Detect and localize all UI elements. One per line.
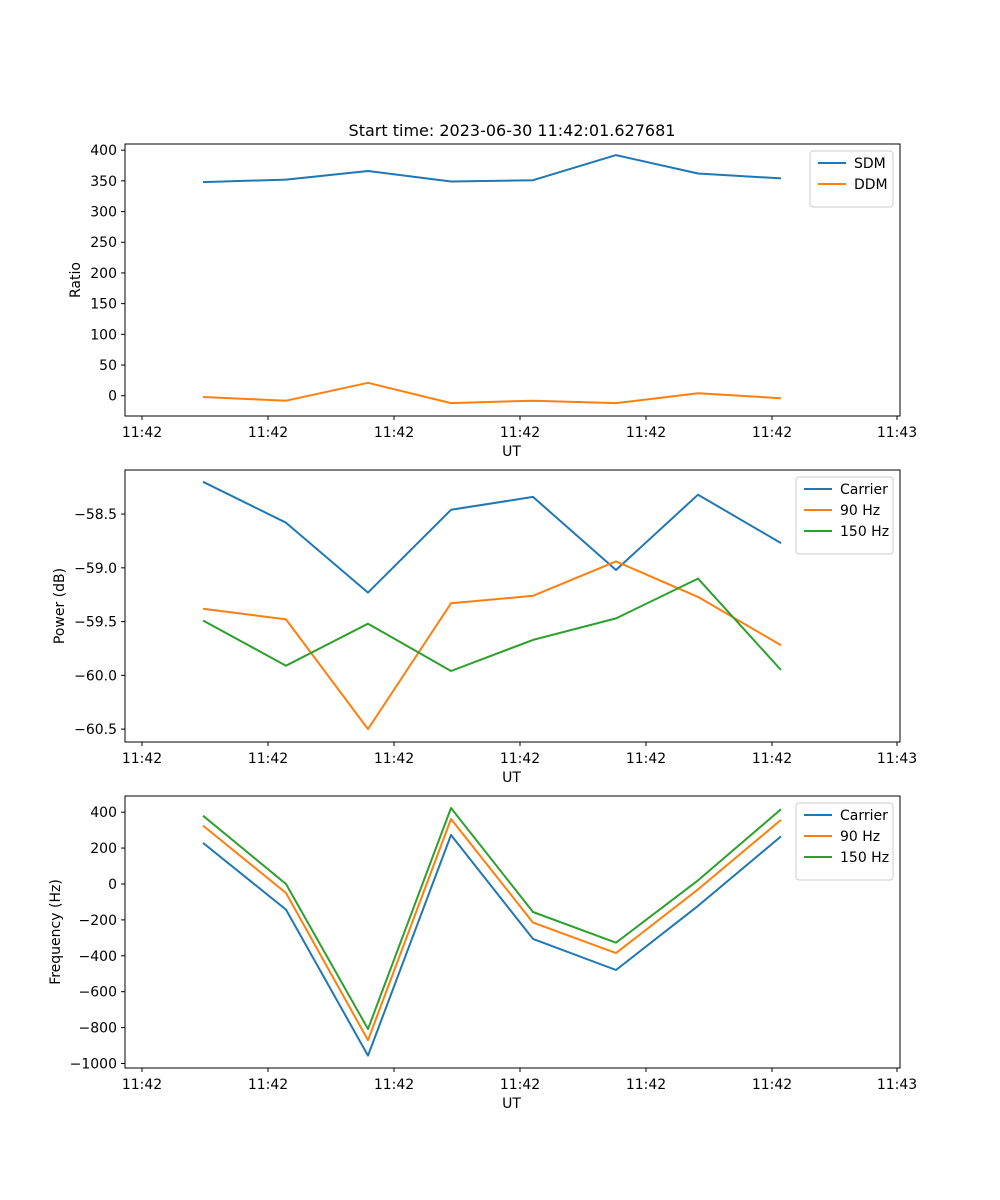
legend-label: Carrier [840, 808, 888, 824]
y-tick-label: −600 [79, 985, 117, 1001]
legend-label: Carrier [840, 482, 888, 498]
legend-label: 150 Hz [840, 850, 889, 866]
x-tick-label: 11:42 [626, 425, 666, 441]
chart-panel-1: 0 50 100 150 200 250 300 350 400 11:42 11:42 11:42 1… [68, 143, 917, 460]
x-tick-label: 11:42 [122, 1077, 162, 1093]
legend-label: 90 Hz [840, 829, 880, 845]
x-tick-label: 11:42 [374, 1077, 414, 1093]
y-tick-label: −59.0 [74, 561, 117, 577]
y-tick-label: 300 [90, 205, 117, 221]
x-tick-label: 11:42 [122, 751, 162, 767]
series-line-90-hz [202, 818, 782, 1042]
x-axis-label: UT [502, 770, 521, 786]
y-tick-label: −800 [79, 1021, 117, 1037]
chart-panels: 0 50 100 150 200 250 300 350 400 11:42 11:42 11:42 1… [48, 143, 917, 1112]
y-tick-label: −60.0 [74, 668, 117, 684]
series-line-carrier [202, 480, 782, 594]
x-tick-label: 11:43 [877, 425, 917, 441]
x-tick-label: 11:42 [248, 1077, 288, 1093]
x-tick-label: 11:42 [752, 425, 792, 441]
axes-frame [124, 143, 901, 417]
chart-panel-2: −60.5 −60.0 −59.5 −59.0 −58.5 11:42 11:42 11:42… [52, 469, 917, 786]
x-tick-label: 11:42 [500, 1077, 540, 1093]
legend [795, 802, 894, 881]
legend-label: SDM [854, 156, 886, 172]
legend [809, 150, 894, 208]
x-axis-label: UT [502, 1096, 521, 1112]
x-tick-label: 11:43 [877, 751, 917, 767]
x-tick-label: 11:42 [374, 751, 414, 767]
x-tick-label: 11:42 [752, 751, 792, 767]
axes-frame [124, 469, 901, 743]
y-tick-label: 400 [90, 143, 117, 159]
legend-label: DDM [854, 177, 888, 193]
y-axis-label: Frequency (Hz) [48, 879, 64, 985]
y-tick-label: 150 [90, 297, 117, 313]
series-line-150-hz [202, 807, 782, 1030]
y-tick-label: 50 [99, 358, 117, 374]
series-line-sdm [202, 154, 782, 184]
legend-label: 90 Hz [840, 503, 880, 519]
y-tick-label: 250 [90, 235, 117, 251]
y-tick-label: 0 [108, 389, 117, 405]
series-line-90-hz [202, 560, 782, 731]
x-tick-label: 11:42 [626, 751, 666, 767]
x-tick-label: 11:42 [248, 425, 288, 441]
figure-title: Start time: 2023-06-30 11:42:01.627681 [349, 121, 676, 140]
x-axis-label: UT [502, 444, 521, 460]
legend [795, 476, 894, 555]
series-line-ddm [202, 381, 782, 405]
x-tick-label: 11:42 [500, 425, 540, 441]
x-tick-label: 11:42 [500, 751, 540, 767]
x-tick-label: 11:42 [752, 1077, 792, 1093]
y-tick-label: −60.5 [74, 722, 117, 738]
y-tick-label: 100 [90, 327, 117, 343]
y-tick-label: −200 [79, 913, 117, 929]
x-tick-label: 11:42 [626, 1077, 666, 1093]
y-tick-label: 0 [108, 877, 117, 893]
series-line-150-hz [202, 577, 782, 672]
x-tick-label: 11:42 [122, 425, 162, 441]
x-tick-label: 11:42 [248, 751, 288, 767]
chart-panel-3: −1000 −800 −600 −400 −200 0 200 400 11:42 11:42 11… [48, 795, 917, 1112]
series-line-carrier [202, 834, 782, 1057]
y-tick-label: 400 [90, 805, 117, 821]
y-tick-label: −1000 [70, 1057, 117, 1073]
y-tick-label: −58.5 [74, 507, 117, 523]
axes-frame [124, 795, 901, 1069]
y-tick-label: 200 [90, 841, 117, 857]
y-axis-label: Ratio [68, 262, 84, 298]
y-tick-label: 200 [90, 266, 117, 282]
y-tick-label: −400 [79, 949, 117, 965]
x-tick-label: 11:42 [374, 425, 414, 441]
y-tick-label: −59.5 [74, 615, 117, 631]
x-tick-label: 11:43 [877, 1077, 917, 1093]
y-axis-label: Power (dB) [52, 568, 68, 644]
legend-label: 150 Hz [840, 524, 889, 540]
y-tick-label: 350 [90, 174, 117, 190]
